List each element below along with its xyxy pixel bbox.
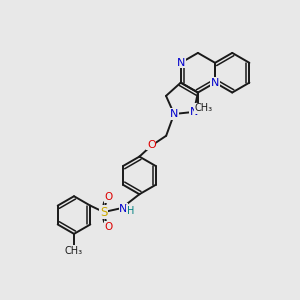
Text: O: O [105,192,113,202]
Text: N: N [177,58,185,68]
Text: N: N [190,107,198,117]
Text: N: N [119,204,128,214]
Text: H: H [127,206,134,216]
Text: CH₃: CH₃ [65,246,83,256]
Text: O: O [147,140,156,150]
Text: N: N [170,109,178,119]
Text: CH₃: CH₃ [195,103,213,113]
Text: N: N [211,78,219,88]
Text: O: O [105,222,113,232]
Text: S: S [100,206,107,219]
